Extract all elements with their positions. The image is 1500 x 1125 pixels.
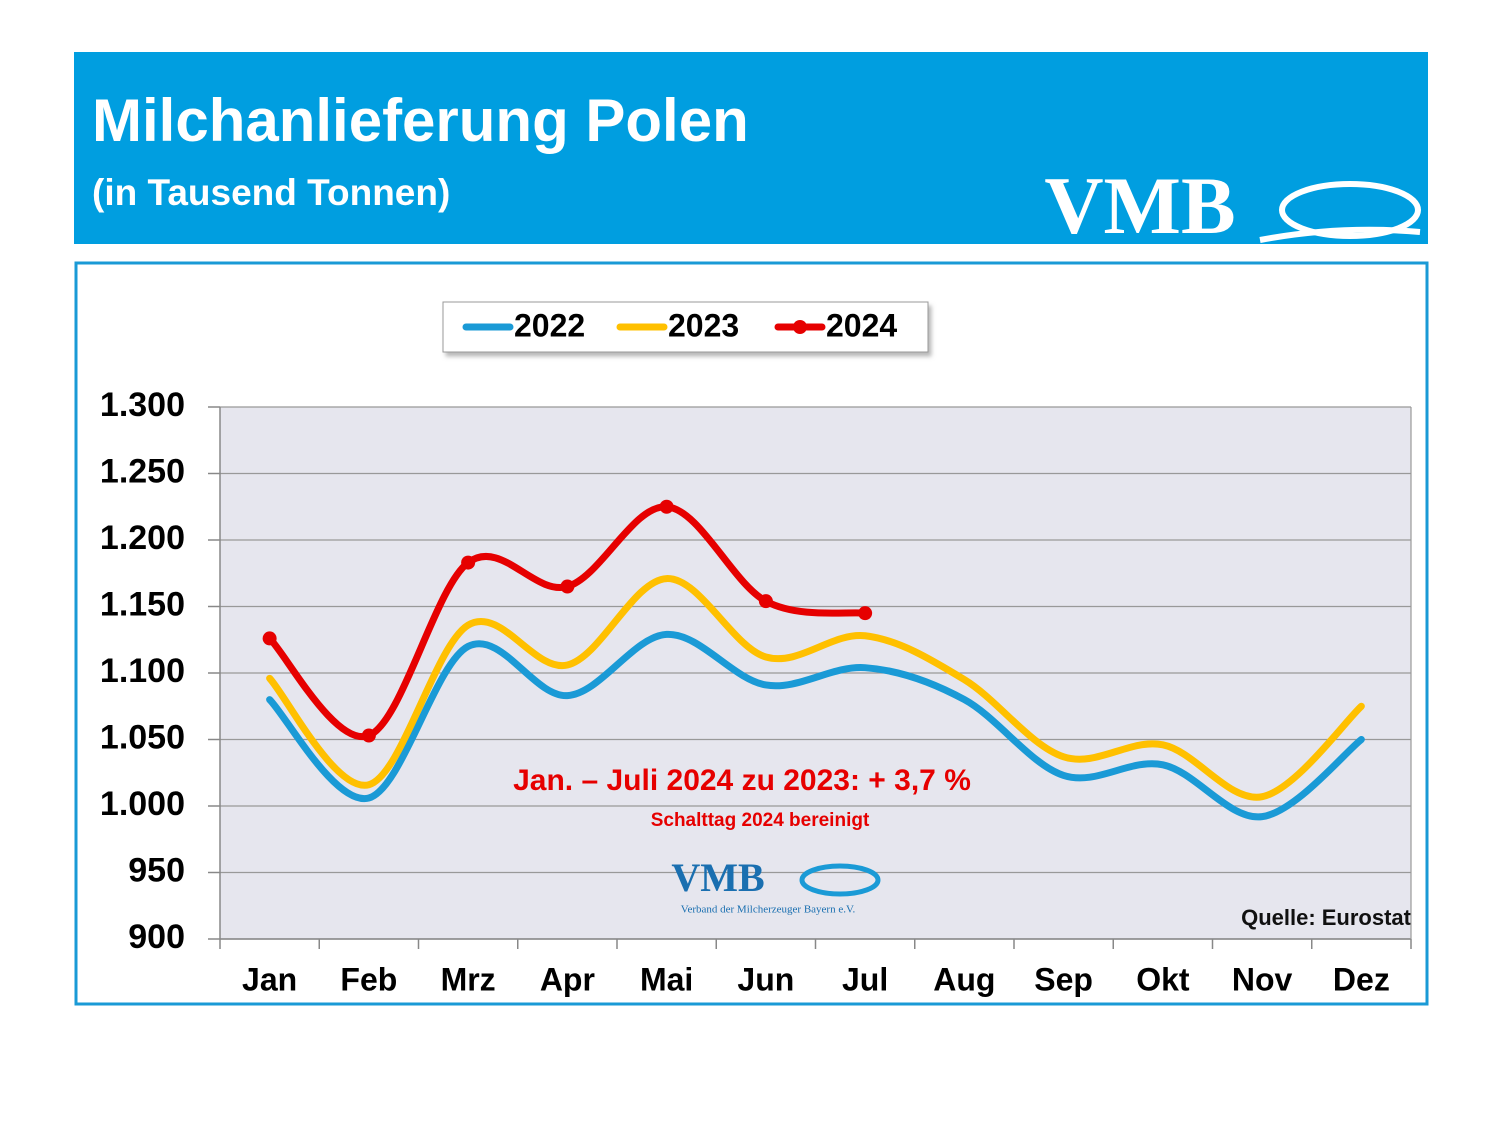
y-tick-label: 900	[128, 918, 185, 956]
y-tick-label: 1.300	[100, 386, 185, 424]
logo-swoosh	[1259, 181, 1421, 243]
annotation: Jan. – Juli 2024 zu 2023: + 3,7 %	[513, 764, 971, 797]
y-tick-label: 1.100	[100, 652, 185, 690]
legend-label: 2023	[668, 307, 739, 343]
series-marker	[560, 579, 575, 594]
x-tick-label: Apr	[540, 961, 595, 997]
x-tick-label: Dez	[1333, 961, 1390, 997]
y-tick-label: 1.150	[100, 585, 185, 623]
x-tick-label: Okt	[1136, 961, 1190, 997]
x-tick-marks	[219, 939, 1412, 949]
x-tick-label: Mai	[640, 961, 693, 997]
y-tick-label: 1.050	[100, 718, 185, 756]
y-tick-label: 950	[128, 851, 185, 889]
legend-label: 2024	[826, 307, 897, 343]
y-tick-label: 1.200	[100, 519, 185, 557]
source: Quelle: Eurostat	[1241, 905, 1412, 930]
plot-logo-caption: Verband der Milcherzeuger Bayern e.V.	[681, 904, 856, 916]
header-logo: VMB	[1044, 160, 1235, 251]
series-marker	[262, 631, 277, 646]
x-tick-label: Jan	[242, 961, 297, 997]
x-tick-label: Jul	[842, 961, 888, 997]
series-marker	[361, 728, 376, 743]
y-tick-label: 1.250	[100, 452, 185, 490]
chart-subtitle: (in Tausend Tonnen)	[92, 172, 450, 213]
series-marker	[461, 555, 476, 570]
series-line	[266, 575, 1365, 801]
x-tick-label: Feb	[340, 961, 397, 997]
series-marker	[758, 594, 773, 609]
x-tick-label: Nov	[1232, 961, 1293, 997]
x-tick-label: Sep	[1034, 961, 1093, 997]
series-marker	[659, 499, 674, 514]
annotation-note: Schalttag 2024 bereinigt	[651, 810, 870, 831]
plot-logo: VMB	[671, 855, 764, 900]
series-marker	[858, 606, 873, 621]
plot-logo-swoosh	[799, 863, 881, 897]
x-tick-label: Mrz	[441, 961, 496, 997]
x-tick-label: Aug	[933, 961, 995, 997]
legend-label: 2022	[514, 307, 585, 343]
chart-title: Milchanlieferung Polen	[92, 87, 749, 154]
legend-box	[442, 301, 929, 353]
header-band	[74, 52, 1428, 244]
series-line	[266, 630, 1365, 821]
x-tick-label: Jun	[737, 961, 794, 997]
legend-marker	[793, 320, 807, 334]
y-tick-label: 1.000	[100, 785, 185, 823]
